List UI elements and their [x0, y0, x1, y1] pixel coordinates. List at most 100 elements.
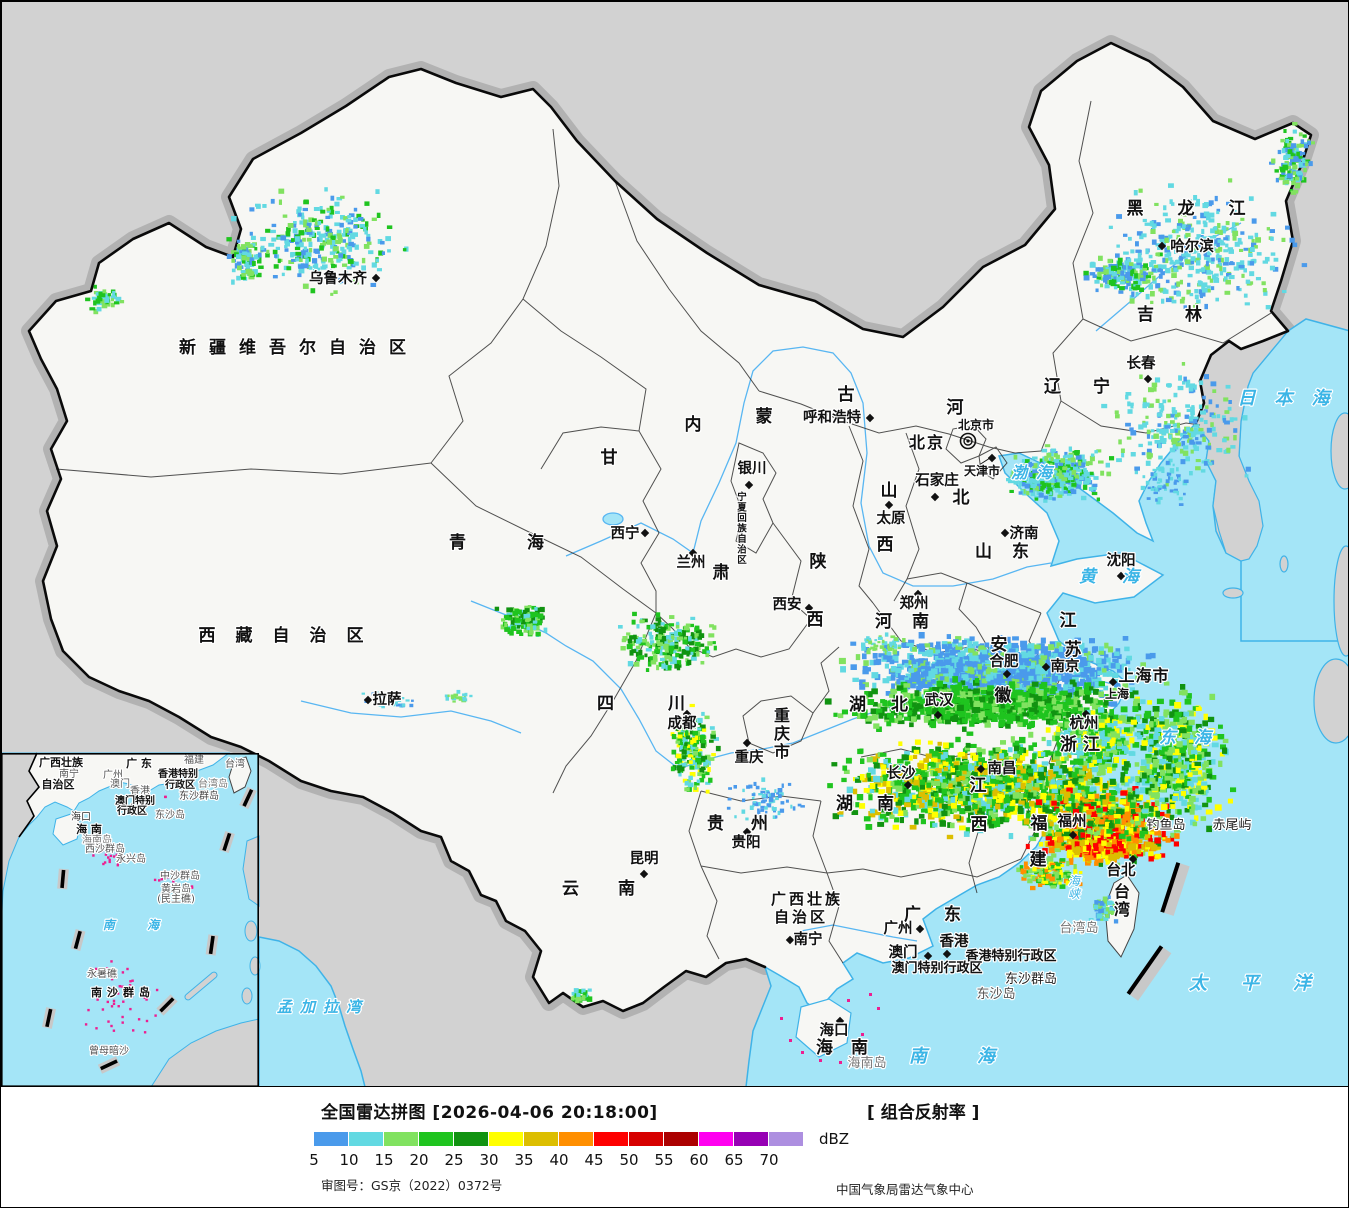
- legend-product-label: [ 组合反射率 ]: [867, 1103, 980, 1123]
- echo-cluster: [444, 689, 473, 703]
- city-marker-icon: [835, 1016, 845, 1026]
- city-乌鲁木齐: 乌鲁木齐: [308, 268, 381, 288]
- inset-label: 南沙群岛: [91, 985, 155, 999]
- inset-philippine-islands: [184, 920, 261, 1005]
- city-label: 海口: [820, 1021, 849, 1039]
- inset-reef-cluster: [190, 885, 194, 889]
- inset-reef-cluster: [153, 873, 175, 887]
- national-border: [27, 41, 1313, 1013]
- map-label: 苏: [1065, 639, 1082, 660]
- city-marker-icon: [923, 951, 933, 961]
- sea-bay-of-bengal: [258, 936, 366, 1087]
- city-label: 拉萨: [373, 690, 402, 708]
- colorbar-tick-label: 65: [724, 1151, 744, 1169]
- dbz-unit-label: dBZ: [819, 1130, 850, 1148]
- map-label: 云南: [562, 878, 674, 899]
- city-昆明: 昆明: [628, 849, 660, 879]
- inset-label: 西沙群岛: [85, 842, 125, 855]
- colorbar-segment: 55: [654, 1132, 698, 1169]
- city-天津市: 天津市: [963, 453, 1001, 479]
- colorbar-tick-label: 10: [339, 1151, 359, 1169]
- map-label: 钓鱼岛: [1146, 817, 1185, 833]
- colorbar-segment: 25: [444, 1132, 488, 1169]
- map-label: 宁夏回族自治区: [736, 491, 747, 566]
- echo-cluster: [1107, 178, 1308, 321]
- inset-label: 黄岩岛: [161, 882, 191, 895]
- echo-cluster: [231, 187, 409, 296]
- city-marker-icon: [1108, 677, 1118, 687]
- map-label: 东海: [1159, 728, 1229, 748]
- city-上海: 上海: [1104, 677, 1130, 702]
- nine-dash-segment: [97, 1056, 121, 1074]
- map-label: 西: [971, 815, 988, 835]
- capital-target-icon: [959, 432, 977, 450]
- city-澳门: 澳门: [887, 942, 933, 962]
- colorbar-tick-label: 5: [309, 1151, 319, 1169]
- city-marker-icon: [884, 500, 894, 510]
- city-marker-icon: [363, 695, 373, 705]
- map-label: 东沙岛: [976, 986, 1015, 1002]
- city-label: 天津市: [964, 463, 1000, 478]
- inset-label: 永暑礁: [87, 967, 117, 980]
- map-label: 古: [838, 384, 855, 405]
- nine-dash-segment: [239, 786, 257, 810]
- city-重庆: 重庆: [733, 738, 765, 767]
- city-济南: 济南: [1000, 523, 1040, 543]
- inset-label: 香港: [130, 785, 150, 797]
- map-label: 山: [881, 481, 898, 501]
- map-label: 赤尾屿: [1212, 818, 1251, 833]
- inset-label: 中沙群岛: [160, 869, 200, 882]
- city-北京市: 北京市: [957, 416, 995, 450]
- map-label: 香港特别行政区: [964, 948, 1056, 964]
- city-拉萨: 拉萨: [363, 689, 403, 709]
- inset-reef-cluster: [92, 848, 125, 867]
- city-长沙: 长沙: [885, 763, 917, 790]
- echo-cluster: [1042, 833, 1166, 865]
- colorbar-tick-label: 20: [409, 1151, 429, 1169]
- echo-cluster: [670, 703, 721, 794]
- inset-label: 行政区: [164, 778, 195, 791]
- map-label: 南海: [909, 1046, 1045, 1067]
- colorbar-segment: 50: [619, 1132, 663, 1169]
- city-合肥: 合肥: [987, 651, 1020, 679]
- inset-label: 东沙群岛: [179, 789, 219, 802]
- city-label: 沈阳: [1107, 551, 1136, 569]
- inset-label: 广州: [103, 769, 123, 781]
- city-markers-layer: 乌鲁木齐哈尔滨长春沈阳石家庄太原济南郑州西安兰州西宁银川呼和浩特成都重庆贵阳昆明…: [308, 236, 1216, 1040]
- city-武汉: 武汉: [923, 690, 955, 720]
- city-marker-icon: [742, 738, 752, 748]
- map-label: 海南岛: [847, 1055, 886, 1071]
- inset-label: 南 海: [103, 918, 173, 932]
- colorbar-tick-label: 60: [689, 1151, 709, 1169]
- city-label: 乌鲁木齐: [309, 269, 367, 287]
- city-label: 南昌: [988, 759, 1017, 777]
- hainan-island: [795, 998, 852, 1058]
- city-label: 郑州: [900, 594, 929, 612]
- city-marker-icon: [688, 548, 698, 558]
- echo-cluster: [618, 611, 717, 672]
- inset-label: 海南岛: [82, 833, 112, 846]
- city-label: 南宁: [794, 930, 823, 948]
- city-长春: 长春: [1125, 353, 1157, 384]
- colorbar-segment: 20: [409, 1132, 453, 1169]
- echo-cluster: [1006, 444, 1115, 503]
- echo-cluster: [226, 231, 265, 285]
- city-label: 兰州: [677, 553, 706, 571]
- echo-cluster: [570, 988, 593, 1004]
- city-marker-icon: [913, 589, 923, 599]
- city-marker-icon: [930, 492, 940, 502]
- nine-dash-segment: [42, 1007, 56, 1029]
- city-label: 呼和浩特: [803, 408, 861, 426]
- colorbar-segment: 60: [689, 1132, 733, 1169]
- echo-cluster: [85, 284, 125, 315]
- map-label: 澳门特别行政区: [891, 960, 982, 976]
- city-label: 南京: [1051, 657, 1080, 675]
- echo-cluster: [361, 691, 414, 709]
- colorbar-tick-label: 55: [654, 1151, 674, 1169]
- city-南宁: 南宁: [785, 929, 824, 949]
- echo-cluster: [1088, 895, 1119, 924]
- boundary-bars: [1126, 862, 1190, 1001]
- map-label: 山东: [975, 541, 1049, 562]
- inset-label: 广西壮族: [39, 755, 84, 769]
